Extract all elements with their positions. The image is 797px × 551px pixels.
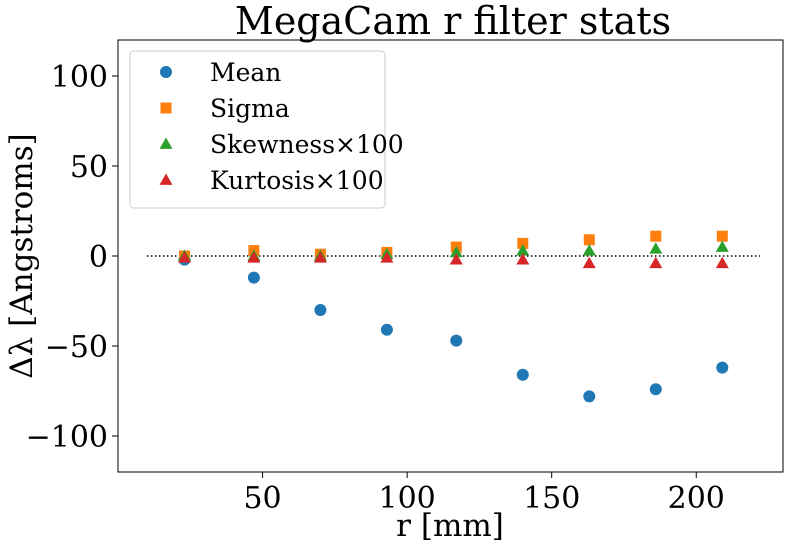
data-point-triangle-3-6	[582, 256, 596, 269]
data-point-triangle-2-5	[516, 244, 530, 256]
data-point-triangle-3-3	[380, 251, 394, 263]
legend-marker-square-1	[160, 102, 172, 114]
data-point-circle-0-5	[516, 368, 529, 381]
x-tick-label: 150	[523, 481, 580, 516]
data-point-square-1-7	[650, 230, 662, 242]
data-point-triangle-3-4	[449, 253, 463, 265]
x-axis-label: r [mm]	[396, 508, 504, 544]
y-tick-label: 50	[70, 150, 108, 185]
legend-marker-triangle-3	[159, 173, 173, 185]
x-axis-ticks: 50 100 150 200	[243, 472, 725, 516]
legend-label: Kurtosis×100	[210, 166, 384, 195]
legend-marker-triangle-2	[159, 137, 173, 149]
x-tick-label: 50	[243, 481, 281, 516]
y-tick-label: −100	[26, 420, 108, 455]
data-point-circle-0-3	[380, 323, 393, 336]
legend-box	[129, 50, 386, 209]
legend: Mean Sigma Skewness×100 Kurtosis×100	[129, 50, 404, 209]
legend-label: Mean	[210, 58, 281, 87]
data-point-triangle-2-6	[582, 244, 596, 256]
data-point-circle-0-7	[649, 383, 662, 396]
data-point-triangle-2-4	[449, 245, 463, 258]
y-tick-label: 0	[89, 240, 108, 275]
data-point-square-1-8	[716, 230, 728, 242]
y-tick-label: −50	[45, 330, 108, 365]
data-point-circle-0-6	[583, 390, 596, 403]
data-point-circle-0-1	[247, 271, 260, 284]
data-point-triangle-3-2	[313, 251, 327, 263]
data-points-layer	[178, 230, 729, 403]
data-point-circle-0-2	[314, 304, 327, 316]
data-point-triangle-2-8	[715, 240, 729, 252]
data-point-triangle-3-8	[715, 256, 729, 269]
x-tick-label: 200	[668, 481, 725, 516]
y-axis-label: Δλ [Angstroms]	[4, 133, 40, 378]
legend-marker-circle-0	[160, 66, 172, 78]
data-point-square-1-6	[583, 234, 595, 246]
x-tick-label: 100	[378, 481, 435, 516]
chart-title: MegaCam r filter stats	[235, 0, 671, 43]
data-point-triangle-3-5	[516, 253, 530, 265]
legend-label: Skewness×100	[210, 130, 404, 159]
data-point-triangle-2-7	[649, 242, 663, 254]
data-point-circle-0-4	[450, 334, 463, 347]
data-point-square-1-5	[517, 237, 529, 249]
y-axis-ticks: 100 50 0 −50 −100	[26, 60, 118, 455]
y-tick-label: 100	[51, 60, 108, 95]
data-point-triangle-3-1	[247, 251, 261, 263]
data-point-triangle-3-0	[178, 251, 191, 263]
legend-label: Sigma	[210, 94, 290, 123]
data-point-circle-0-8	[716, 361, 729, 374]
data-point-triangle-3-7	[649, 256, 663, 269]
